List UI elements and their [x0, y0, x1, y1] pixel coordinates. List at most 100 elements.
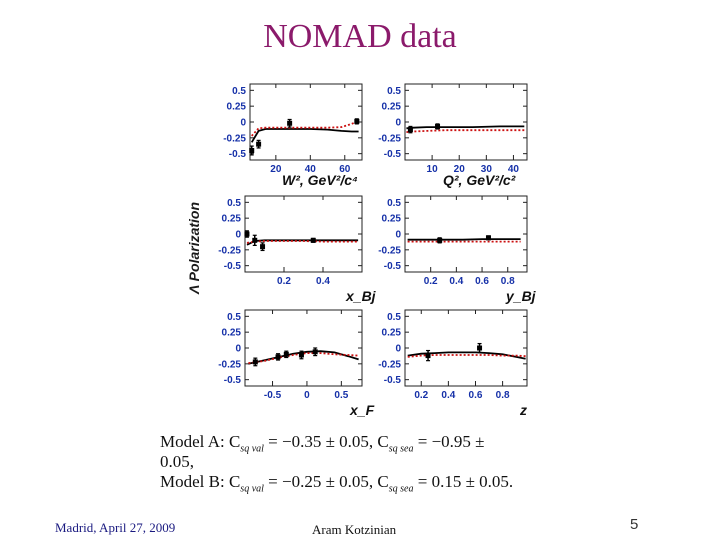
y-tick-label: 0.25: [382, 214, 402, 225]
y-tick-label: -0.5: [229, 149, 247, 160]
y-tick-label: -0.25: [218, 245, 241, 256]
plot-frame: [404, 195, 528, 273]
y-tick-label: 0: [240, 118, 246, 129]
xlabel-xbj: x_Bj: [346, 288, 376, 304]
xlabel-w2: W², GeV²/c⁴: [282, 172, 358, 188]
data-point: [256, 141, 262, 147]
data-point: [252, 359, 258, 365]
model-a-line: Model A: Csq val = −0.35 ± 0.05, Csq sea…: [160, 432, 485, 454]
y-tick-label: 0.25: [382, 328, 402, 339]
x-tick-label: 0.8: [496, 390, 510, 401]
data-point: [275, 354, 281, 360]
data-point: [252, 237, 258, 243]
data-point: [249, 148, 255, 153]
y-tick-label: 0.25: [222, 328, 242, 339]
xlabel-z: z: [520, 402, 527, 418]
data-point: [283, 351, 289, 357]
x-tick-label: 20: [270, 164, 282, 175]
model-b-prefix: Model B: C: [160, 472, 241, 491]
x-tick-label: 40: [508, 164, 520, 175]
data-point: [298, 352, 304, 358]
footer-location-date: Madrid, April 27, 2009: [55, 520, 176, 535]
data-point: [287, 120, 293, 126]
x-tick-label: 0.2: [414, 390, 428, 401]
x-tick-label: 0.2: [277, 276, 291, 287]
x-tick-label: 0.4: [449, 276, 463, 287]
y-tick-label: 0.5: [227, 312, 241, 323]
plot-frame: [404, 83, 528, 161]
model-b-curve: [406, 129, 525, 133]
y-tick-label: 0: [395, 344, 401, 355]
y-tick-label: -0.25: [223, 133, 246, 144]
plot-frame: [404, 309, 528, 387]
model-b-end: = 0.15 ± 0.05.: [413, 472, 514, 491]
panel-z: 0.5 0.25 0 -0.25 -0.5 0.2 0.4 0.6 0.8: [378, 309, 528, 401]
y-tick-label: -0.25: [218, 359, 241, 370]
x-tick-label: 0: [304, 390, 310, 401]
data-point: [437, 237, 443, 243]
x-tick-label: 0.8: [501, 276, 515, 287]
data-point: [310, 237, 316, 243]
x-tick-label: 20: [454, 164, 466, 175]
plot-frame: [249, 83, 363, 161]
y-tick-label: 0.5: [387, 312, 401, 323]
panel-q2: 0.5 0.25 0 -0.25 -0.5 10 20 30 40: [378, 83, 528, 175]
y-tick-label: 0.5: [387, 86, 401, 97]
panel-xbj: 0.5 0.25 0 -0.25 -0.5 0.2 0.4: [218, 195, 363, 287]
data-point: [312, 349, 318, 355]
xlabel-q2: Q², GeV²/c²: [443, 172, 516, 188]
y-tick-label: 0.25: [227, 102, 247, 113]
x-tick-label: 0.6: [475, 276, 489, 287]
x-tick-label: 0.4: [441, 390, 455, 401]
model-b-curve: [251, 119, 359, 137]
y-tick-label: 0.25: [382, 102, 402, 113]
data-point: [477, 345, 483, 351]
footer-author: Aram Kotzinian: [312, 522, 397, 537]
y-tick-label: 0.5: [387, 198, 401, 209]
xlabel-xf: x_F: [350, 402, 375, 418]
data-point: [244, 231, 250, 237]
plot-frame: [244, 195, 363, 273]
model-a-line-cont: 0.05,: [160, 452, 194, 471]
y-tick-label: 0: [235, 344, 241, 355]
y-tick-label: 0.5: [227, 198, 241, 209]
y-tick-label: 0.5: [232, 86, 246, 97]
model-a-prefix: Model A: C: [160, 432, 241, 451]
y-tick-label: -0.5: [384, 261, 402, 272]
model-a-mid: = −0.35 ± 0.05, C: [263, 432, 389, 451]
x-tick-label: 60: [339, 164, 351, 175]
y-tick-label: -0.5: [384, 375, 402, 386]
data-point: [260, 244, 266, 250]
x-tick-label: 30: [481, 164, 493, 175]
model-b-sub2: sq sea: [388, 483, 414, 495]
x-tick-label: 10: [427, 164, 439, 175]
y-tick-label: 0: [395, 230, 401, 241]
model-a-curve: [250, 128, 359, 143]
y-axis-label: Λ Polarization: [186, 201, 202, 295]
data-point: [485, 235, 491, 241]
data-point: [435, 123, 441, 129]
y-tick-label: 0.25: [222, 214, 242, 225]
y-tick-label: -0.5: [224, 375, 242, 386]
model-a-end: = −0.95 ±: [413, 432, 485, 451]
plot-frame: [244, 309, 363, 387]
x-tick-label: -0.5: [264, 390, 282, 401]
y-tick-label: -0.25: [378, 133, 401, 144]
model-b-mid: = −0.25 ± 0.05, C: [263, 472, 389, 491]
panel-ybj: 0.5 0.25 0 -0.25 -0.5 0.2 0.4 0.6 0.8: [378, 195, 528, 287]
x-tick-label: 0.6: [469, 390, 483, 401]
y-tick-label: 0: [395, 118, 401, 129]
slide-title: NOMAD data: [263, 18, 457, 55]
xlabel-ybj: y_Bj: [506, 288, 536, 304]
y-tick-label: -0.5: [224, 261, 242, 272]
model-a-sub1: sq val: [240, 443, 264, 455]
data-point: [354, 118, 360, 124]
model-b-line: Model B: Csq val = −0.25 ± 0.05, Csq sea…: [160, 472, 513, 494]
page-number: 5: [630, 516, 639, 533]
model-b-sub1: sq val: [240, 483, 264, 495]
model-a-curve: [407, 238, 521, 241]
x-tick-label: 40: [305, 164, 317, 175]
y-tick-label: -0.25: [378, 245, 401, 256]
y-tick-label: -0.25: [378, 359, 401, 370]
x-tick-label: 0.4: [316, 276, 330, 287]
